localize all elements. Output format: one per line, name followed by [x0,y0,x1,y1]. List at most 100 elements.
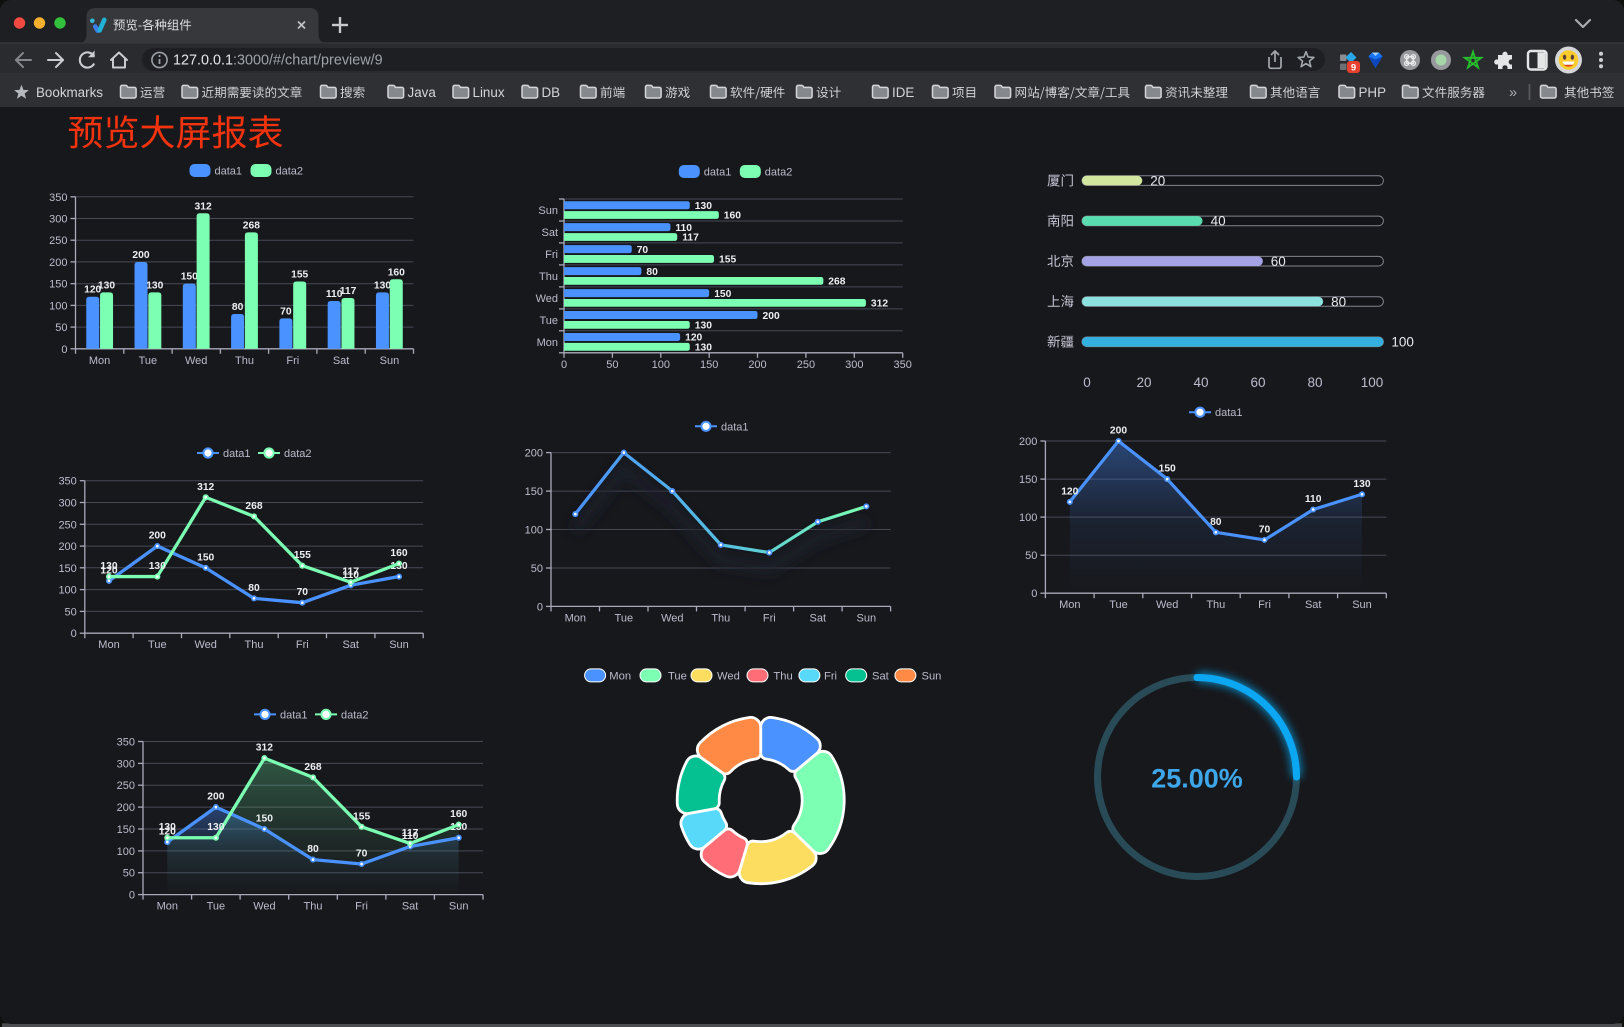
svg-text:Fri: Fri [545,249,558,261]
svg-text:350: 350 [117,737,135,749]
svg-text:40: 40 [1193,375,1208,390]
svg-text:Mon: Mon [89,355,110,367]
svg-text:Tue: Tue [139,355,158,367]
svg-text:300: 300 [845,359,863,371]
svg-text:80: 80 [1210,517,1222,528]
svg-text:160: 160 [724,211,741,222]
svg-text:Wed: Wed [194,639,216,651]
svg-text:130: 130 [374,280,391,291]
svg-text:DB: DB [542,85,561,100]
svg-text:117: 117 [340,286,357,297]
svg-text:200: 200 [1019,436,1037,448]
svg-text:Wed: Wed [253,901,275,913]
svg-text:PHP: PHP [1359,85,1387,100]
svg-text:200: 200 [525,448,543,460]
svg-text:268: 268 [304,762,321,773]
svg-text:data2: data2 [284,448,312,460]
svg-text:Sat: Sat [333,355,350,367]
svg-text:130: 130 [695,321,712,332]
svg-text:300: 300 [58,498,76,510]
svg-text:130: 130 [146,280,163,291]
svg-text:100: 100 [652,359,670,371]
svg-text:0: 0 [1083,375,1091,390]
svg-text:150: 150 [197,552,214,563]
svg-text:Wed: Wed [1156,599,1178,611]
svg-text:350: 350 [58,476,76,488]
svg-text:120: 120 [84,285,101,296]
svg-text:110: 110 [342,570,359,581]
svg-text:150: 150 [256,814,273,825]
svg-text:130: 130 [159,822,176,833]
svg-text:Wed: Wed [661,612,683,624]
svg-text:Sun: Sun [1352,599,1372,611]
svg-text:Java: Java [408,85,437,100]
svg-text:130: 130 [207,822,224,833]
svg-text:Wed: Wed [536,293,558,305]
svg-text:155: 155 [719,255,736,266]
svg-text:data1: data1 [223,448,251,460]
svg-text:312: 312 [197,482,214,493]
svg-text:0: 0 [1031,588,1037,600]
svg-text:268: 268 [245,501,262,512]
svg-text:80: 80 [248,583,260,594]
svg-text:Linux: Linux [473,85,505,100]
svg-text:130: 130 [98,280,115,291]
svg-text:150: 150 [117,824,135,836]
svg-text:Tue: Tue [668,670,687,682]
svg-text:25.00%: 25.00% [1151,764,1243,794]
svg-text:100: 100 [58,585,76,597]
svg-text:20: 20 [1150,173,1165,188]
svg-text:200: 200 [207,792,224,803]
svg-text:100: 100 [49,300,67,312]
svg-text:150: 150 [49,279,67,291]
svg-text:Mon: Mon [1059,599,1080,611]
svg-text:Bookmarks: Bookmarks [36,85,103,100]
svg-text:Fri: Fri [355,901,368,913]
svg-text:110: 110 [402,831,419,842]
svg-text:200: 200 [149,531,166,542]
svg-text:70: 70 [1259,524,1271,535]
svg-text:250: 250 [117,780,135,792]
svg-text:Mon: Mon [565,612,586,624]
svg-text:Tue: Tue [148,639,167,651]
svg-text:200: 200 [748,359,766,371]
svg-text:250: 250 [797,359,815,371]
svg-text:50: 50 [65,606,77,618]
svg-text:110: 110 [1305,494,1322,505]
svg-text:Sun: Sun [922,670,942,682]
svg-text:80: 80 [646,267,658,278]
svg-text:Mon: Mon [157,901,178,913]
svg-text:100: 100 [1391,335,1414,350]
svg-text:155: 155 [294,550,311,561]
svg-text:117: 117 [342,567,359,578]
svg-text:60: 60 [1271,254,1286,269]
svg-text:200: 200 [117,802,135,814]
svg-text:150: 150 [1159,464,1176,475]
svg-text:250: 250 [49,235,67,247]
svg-text:0: 0 [129,890,135,902]
svg-text:110: 110 [675,223,692,234]
svg-text:130: 130 [100,561,117,572]
svg-text:Sun: Sun [538,205,558,217]
svg-text:Wed: Wed [717,670,740,682]
svg-text:120: 120 [685,333,702,344]
svg-text:Tue: Tue [207,901,226,913]
svg-text:Sun: Sun [449,901,469,913]
svg-text:312: 312 [195,201,212,212]
svg-text:data2: data2 [765,167,793,179]
svg-text:data1: data1 [704,167,732,179]
svg-text:100: 100 [525,525,543,537]
svg-text:0: 0 [537,601,543,613]
svg-text:350: 350 [49,192,67,204]
svg-text:200: 200 [49,257,67,269]
svg-text:50: 50 [606,359,618,371]
svg-text:data1: data1 [1215,407,1243,419]
svg-text:0: 0 [61,344,67,356]
svg-text:Thu: Thu [235,355,254,367]
svg-text:130: 130 [149,561,166,572]
svg-text:Sat: Sat [342,639,359,651]
svg-text:120: 120 [1061,486,1078,497]
svg-text:50: 50 [55,322,67,334]
svg-text:Fri: Fri [296,639,309,651]
svg-text:Sat: Sat [810,612,827,624]
